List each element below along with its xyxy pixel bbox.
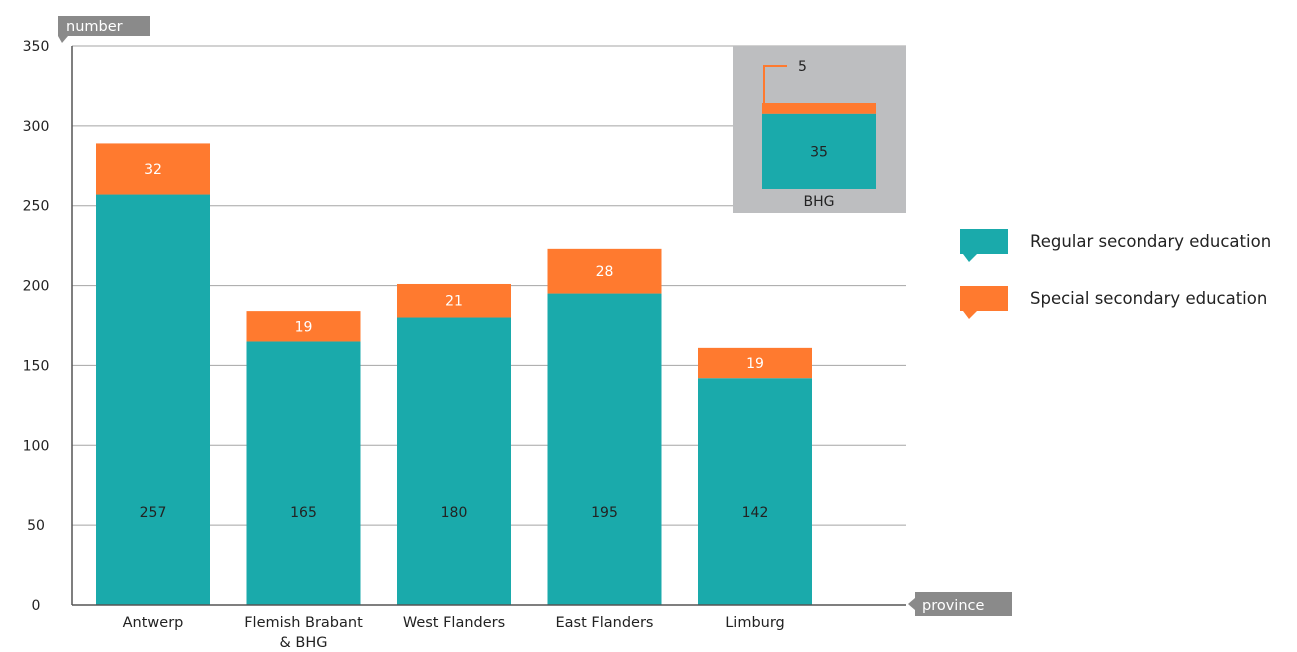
bar-regular bbox=[397, 317, 511, 605]
bar-label-regular: 180 bbox=[441, 505, 468, 521]
axes: 0 50 100 150 200 250 300 350 Antwerp Flemish Brab… bbox=[23, 16, 1012, 651]
x-axis-title-tag bbox=[915, 592, 1012, 616]
y-tick-label: 350 bbox=[23, 39, 50, 55]
y-axis-title-tag bbox=[58, 16, 150, 36]
bar-label-special: 21 bbox=[445, 294, 463, 310]
inset-callout-line bbox=[763, 65, 787, 103]
bar-label-special: 28 bbox=[596, 264, 614, 280]
bar-special bbox=[397, 283, 511, 318]
y-tick-label: 200 bbox=[23, 279, 50, 295]
y-tick-label: 250 bbox=[23, 199, 50, 215]
y-tick-label: 300 bbox=[23, 119, 50, 135]
bar-special bbox=[547, 248, 662, 294]
legend: Regular secondary education Special secon… bbox=[960, 229, 1271, 319]
x-category-label: Limburg bbox=[725, 615, 785, 631]
x-category-label: West Flanders bbox=[403, 615, 505, 631]
bar-label-regular: 257 bbox=[140, 505, 167, 521]
bar-label-regular: 142 bbox=[742, 505, 769, 521]
x-category-label: East Flanders bbox=[556, 615, 654, 631]
y-axis-title: number bbox=[66, 19, 123, 35]
legend-swatch bbox=[960, 286, 1008, 311]
legend-label: Regular secondary education bbox=[1030, 232, 1271, 251]
x-axis-title-pointer bbox=[908, 598, 915, 610]
bar-special bbox=[698, 347, 812, 379]
bar-label-special: 19 bbox=[295, 319, 313, 335]
inset-bar-special bbox=[762, 103, 876, 114]
inset-category-label: BHG bbox=[804, 194, 835, 210]
y-tick-label: 150 bbox=[23, 358, 50, 374]
x-category-label: Flemish Brabant bbox=[244, 615, 363, 631]
bar-special bbox=[96, 143, 210, 195]
x-axis-title: province bbox=[922, 598, 984, 614]
bar-label-special: 32 bbox=[144, 162, 162, 178]
bar-label-regular: 195 bbox=[591, 505, 618, 521]
inset-label-special: 5 bbox=[798, 59, 807, 75]
y-tick-label: 0 bbox=[32, 598, 41, 614]
bhg-inset: 35 5 BHG bbox=[733, 46, 906, 213]
inset-label-regular: 35 bbox=[810, 144, 828, 160]
y-tick-label: 50 bbox=[27, 518, 45, 534]
bar-regular bbox=[547, 293, 662, 605]
x-category-label: & BHG bbox=[279, 635, 327, 651]
inset-bar-regular bbox=[762, 113, 876, 189]
bar-special bbox=[246, 311, 361, 342]
bar-regular bbox=[246, 341, 361, 605]
bar-regular bbox=[698, 378, 812, 605]
bar-label-special: 19 bbox=[746, 356, 764, 372]
y-axis-title-pointer bbox=[58, 36, 68, 43]
x-category-label: Antwerp bbox=[123, 615, 184, 631]
bar-regular bbox=[96, 194, 210, 605]
legend-swatch-pointer bbox=[963, 311, 977, 319]
legend-label: Special secondary education bbox=[1030, 289, 1267, 308]
y-tick-label: 100 bbox=[23, 438, 50, 454]
bar-label-regular: 165 bbox=[290, 505, 317, 521]
bars: 257 32 165 19 180 21 195 28 142 19 bbox=[96, 143, 812, 605]
legend-swatch-pointer bbox=[963, 254, 977, 262]
legend-swatch bbox=[960, 229, 1008, 254]
